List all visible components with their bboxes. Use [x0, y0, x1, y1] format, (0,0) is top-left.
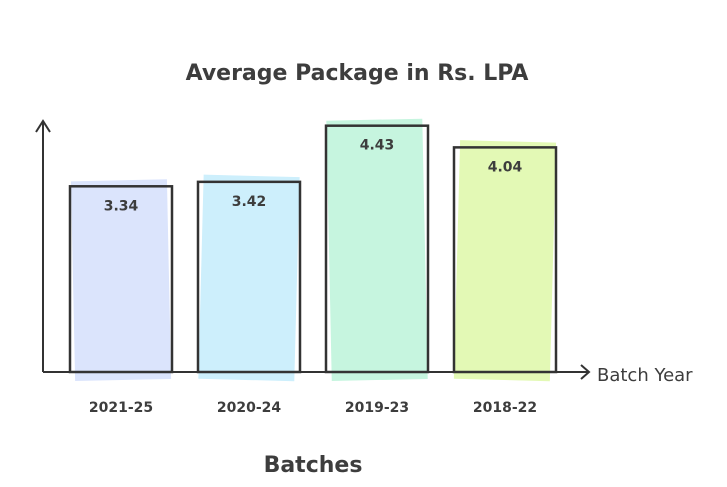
chart-title: Average Package in Rs. LPA — [186, 61, 529, 86]
value-label: 4.04 — [488, 159, 523, 175]
bar-fill — [70, 179, 172, 381]
x-axis-label: Batches — [264, 453, 363, 478]
bar-fill — [326, 118, 428, 381]
bar-2019-23: 4.43 — [324, 118, 430, 381]
x-tick-label: 2018-22 — [473, 400, 537, 416]
bar-fill — [453, 140, 557, 382]
bar-2018-22: 4.04 — [452, 140, 558, 382]
x-tick-labels: 2021-25 2020-24 2019-23 2018-22 — [89, 400, 537, 416]
value-label: 4.43 — [360, 138, 395, 154]
bar-fill — [198, 174, 300, 382]
x-axis-arrow-icon — [580, 364, 591, 380]
value-label: 3.42 — [232, 194, 267, 210]
y-axis-arrow-icon — [35, 119, 51, 133]
x-axis-arrow-label: Batch Year — [597, 365, 693, 386]
x-tick-label: 2021-25 — [89, 400, 153, 416]
bar-2021-25: 3.34 — [68, 179, 174, 381]
value-label: 3.34 — [104, 198, 139, 214]
bars-group: 3.34 3.42 4.43 4.04 — [68, 118, 558, 382]
x-tick-label: 2020-24 — [217, 400, 282, 416]
bar-2020-24: 3.42 — [196, 174, 302, 382]
x-tick-label: 2019-23 — [345, 400, 409, 416]
